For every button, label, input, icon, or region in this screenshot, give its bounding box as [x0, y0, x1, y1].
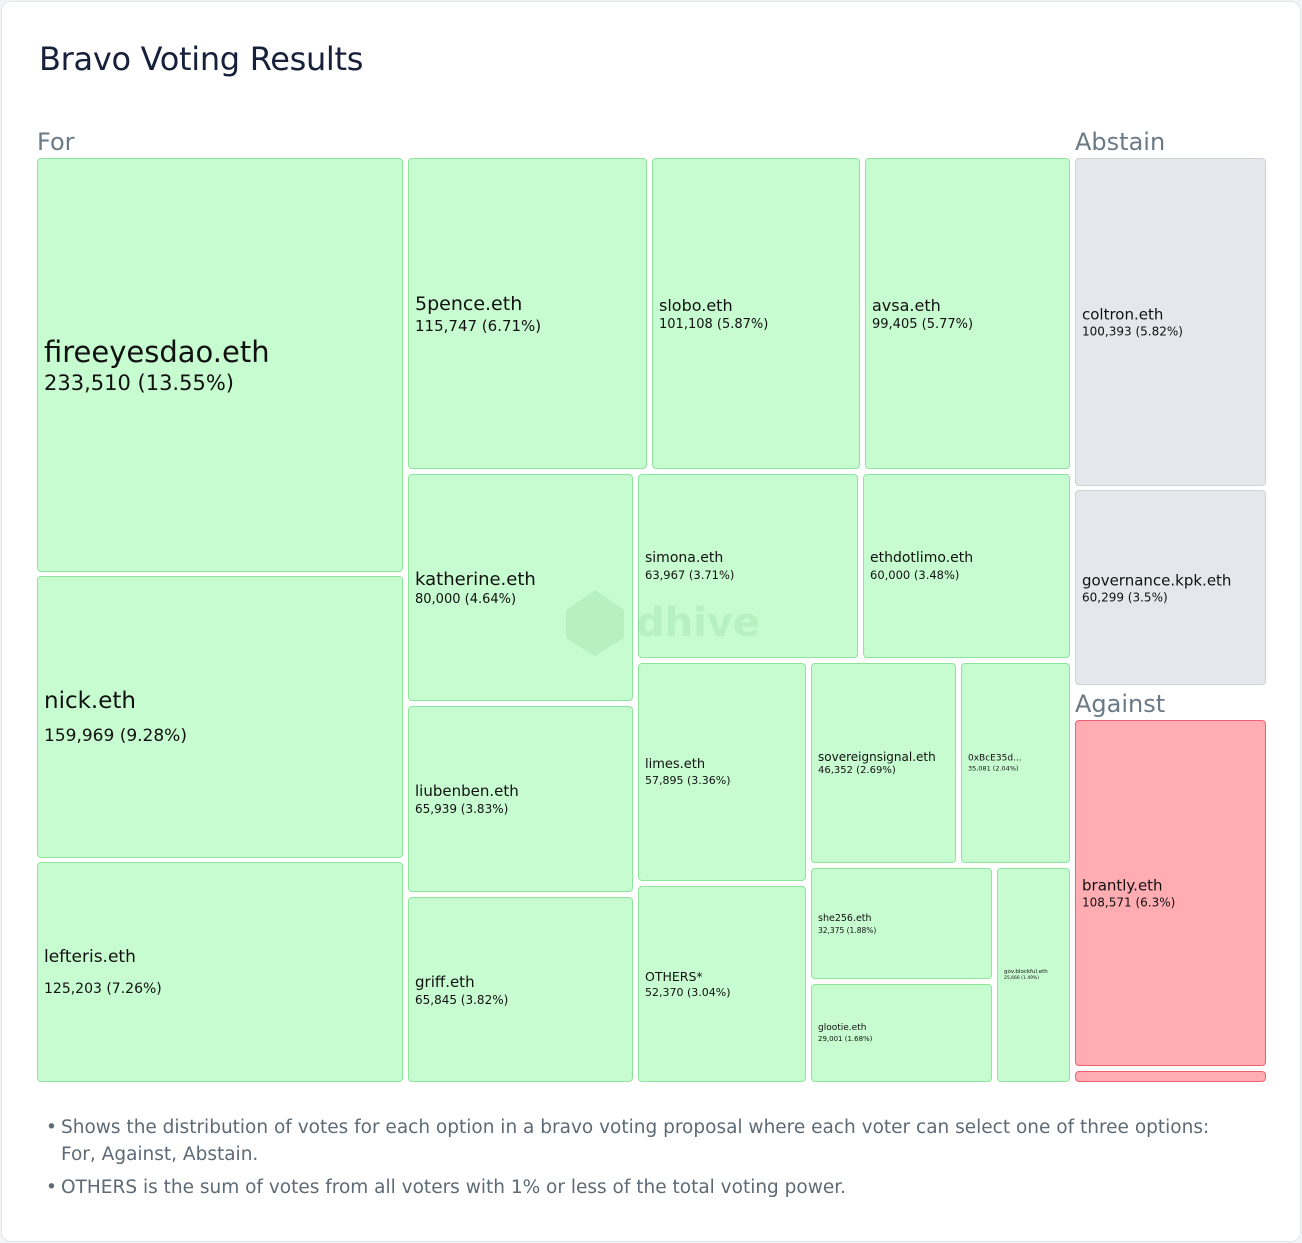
tile-value: 32,375 (1.88%)	[818, 925, 877, 935]
tile-glootie-eth[interactable]: glootie.eth 29,001 (1.68%)	[811, 984, 992, 1082]
tile-value: 35,081 (2.04%)	[968, 764, 1019, 773]
tile-value: 63,967 (3.71%)	[645, 568, 735, 582]
tile-limes-eth[interactable]: limes.eth 57,895 (3.36%)	[638, 663, 806, 881]
tile-label: governance.kpk.eth	[1082, 571, 1232, 589]
tile-governance-kpk-eth[interactable]: governance.kpk.eth 60,299 (3.5%)	[1075, 490, 1266, 685]
tile-liubenben-eth[interactable]: liubenben.eth 65,939 (3.83%)	[408, 706, 633, 892]
tile-slobo-eth[interactable]: slobo.eth 101,108 (5.87%)	[652, 158, 860, 469]
tile-value: 65,845 (3.82%)	[415, 992, 509, 1007]
tile-label: griff.eth	[415, 972, 475, 991]
group-label-abstain: Abstain	[1075, 128, 1166, 156]
tile-small[interactable]	[1075, 1071, 1266, 1082]
tile-label: slobo.eth	[659, 295, 733, 315]
tile-gov-blockful-eth[interactable]: gov.blockful.eth 25,666 (1.49%)	[997, 868, 1070, 1082]
tile-label: she256.eth	[818, 912, 872, 924]
tile-label: brantly.eth	[1082, 876, 1163, 895]
tile-value: 101,108 (5.87%)	[659, 316, 769, 332]
tile-nick-eth[interactable]: nick.eth 159,969 (9.28%)	[37, 576, 403, 858]
tile-0xbce35d[interactable]: 0xBcE35d... 35,081 (2.04%)	[961, 663, 1070, 863]
tile-katherine-eth[interactable]: katherine.eth 80,000 (4.64%)	[408, 474, 633, 701]
note-item: • Shows the distribution of votes for eac…	[46, 1117, 1210, 1165]
tile-brantly-eth[interactable]: brantly.eth 108,571 (6.3%)	[1075, 720, 1266, 1066]
tile-label: simona.eth	[645, 550, 724, 566]
tile-label: 5pence.eth	[415, 292, 523, 315]
tile-value: 65,939 (3.83%)	[415, 802, 509, 816]
tile-5pence-eth[interactable]: 5pence.eth 115,747 (6.71%)	[408, 158, 647, 469]
tile-label: OTHERS*	[645, 969, 703, 984]
group-label-against: Against	[1075, 690, 1166, 718]
tile-value: 125,203 (7.26%)	[44, 981, 162, 997]
tile-others[interactable]: OTHERS* 52,370 (3.04%)	[638, 886, 806, 1082]
tile-fireeyesdao-eth[interactable]: fireeyesdao.eth 233,510 (13.55%)	[37, 158, 403, 572]
tile-value: 108,571 (6.3%)	[1082, 895, 1176, 910]
tile-label: glootie.eth	[818, 1023, 867, 1033]
tile-label: katherine.eth	[415, 568, 536, 590]
tile-value: 60,000 (3.48%)	[870, 568, 960, 582]
tile-she256-eth[interactable]: she256.eth 32,375 (1.88%)	[811, 868, 992, 979]
chart-title: Bravo Voting Results	[39, 40, 364, 78]
tile-ethdotlimo-eth[interactable]: ethdotlimo.eth 60,000 (3.48%)	[863, 474, 1070, 658]
tile-coltron-eth[interactable]: coltron.eth 100,393 (5.82%)	[1075, 158, 1266, 486]
tile-label: nick.eth	[44, 688, 136, 714]
tile-label: gov.blockful.eth	[1004, 969, 1048, 975]
tile-value: 60,299 (3.5%)	[1082, 590, 1168, 604]
tile-value: 52,370 (3.04%)	[645, 986, 731, 999]
group-label-for: For	[37, 128, 75, 156]
tile-label: liubenben.eth	[415, 782, 519, 800]
tile-simona-eth[interactable]: simona.eth 63,967 (3.71%)	[638, 474, 858, 658]
tile-label: 0xBcE35d...	[968, 753, 1022, 764]
tile-label: sovereignsignal.eth	[818, 750, 936, 764]
note-text: OTHERS is the sum of votes from all vote…	[61, 1177, 847, 1198]
tile-label: limes.eth	[645, 757, 706, 772]
tile-value: 46,352 (2.69%)	[818, 765, 896, 776]
tile-avsa-eth[interactable]: avsa.eth 99,405 (5.77%)	[865, 158, 1070, 469]
tile-value: 159,969 (9.28%)	[44, 726, 187, 746]
tile-label: ethdotlimo.eth	[870, 550, 974, 566]
tile-value: 115,747 (6.71%)	[415, 316, 542, 335]
tile-sovereignsignal-eth[interactable]: sovereignsignal.eth 46,352 (2.69%)	[811, 663, 956, 863]
tile-value: 25,666 (1.49%)	[1004, 976, 1039, 981]
tile-label: fireeyesdao.eth	[44, 335, 270, 369]
tile-value: 233,510 (13.55%)	[44, 371, 234, 395]
tile-value: 80,000 (4.64%)	[415, 591, 517, 607]
tile-label: coltron.eth	[1082, 305, 1164, 324]
tile-value: 100,393 (5.82%)	[1082, 324, 1183, 339]
tile-griff-eth[interactable]: griff.eth 65,845 (3.82%)	[408, 897, 633, 1082]
chart-notes: • Shows the distribution of votes for eac…	[46, 1114, 1246, 1207]
tile-label: avsa.eth	[872, 295, 941, 315]
tile-label: lefteris.eth	[44, 947, 136, 967]
tile-lefteris-eth[interactable]: lefteris.eth 125,203 (7.26%)	[37, 862, 403, 1082]
tile-value: 99,405 (5.77%)	[872, 316, 974, 332]
note-item: • OTHERS is the sum of votes from all vot…	[46, 1177, 847, 1198]
tile-value: 29,001 (1.68%)	[818, 1035, 873, 1043]
note-text: Shows the distribution of votes for each…	[61, 1117, 1210, 1165]
tile-value: 57,895 (3.36%)	[645, 774, 731, 787]
